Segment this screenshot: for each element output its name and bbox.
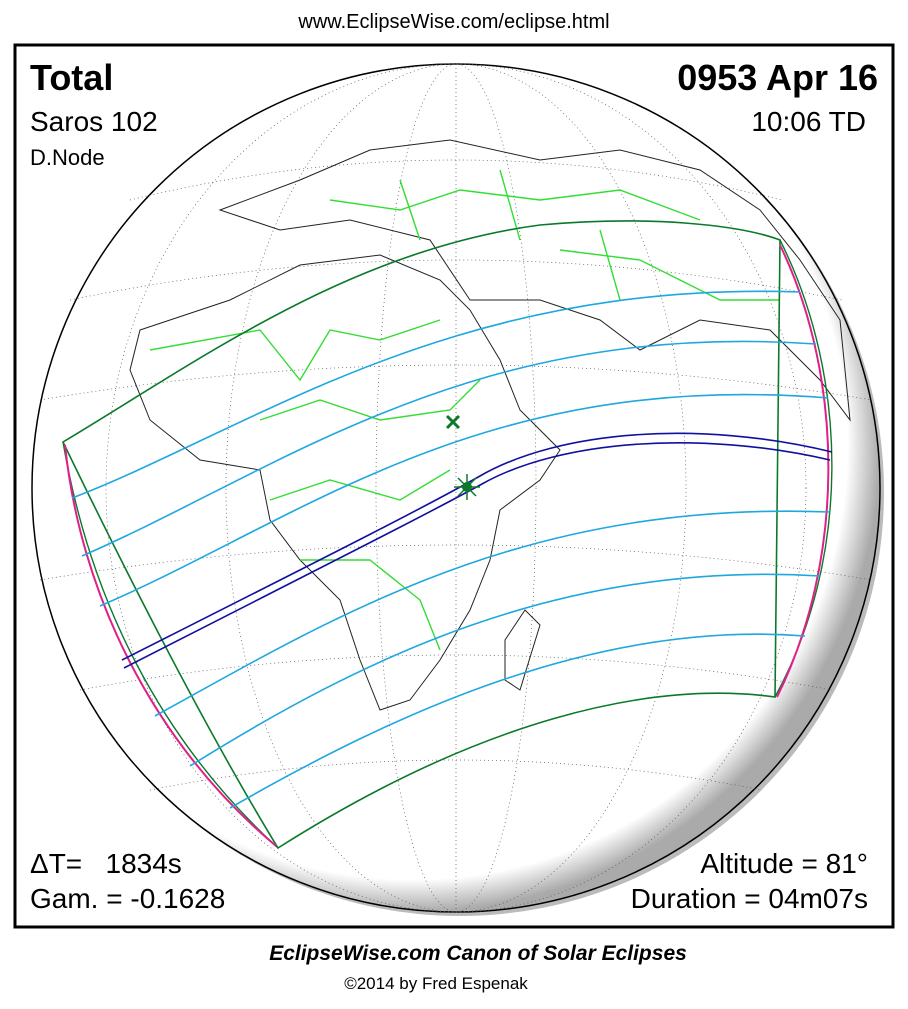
globe [31,63,884,916]
gamma: Gam. = -0.1628 [30,883,225,914]
url: www.EclipseWise.com/eclipse.html [297,11,609,33]
node: D.Node [30,145,105,170]
delta-t: ΔT= 1834s [30,848,182,879]
eclipse-type: Total [30,57,113,98]
date: 0953 Apr 16 [677,57,878,98]
saros: Saros 102 [30,106,158,137]
eclipse-path [61,220,833,850]
copyright: ©2014 by Fred Espenak [344,974,528,993]
duration: Duration = 04m07s [631,883,868,914]
footer-title: EclipseWise.com Canon of Solar Eclipses [269,942,687,965]
time: 10:06 TD [751,106,866,137]
altitude: Altitude = 81° [700,848,868,879]
